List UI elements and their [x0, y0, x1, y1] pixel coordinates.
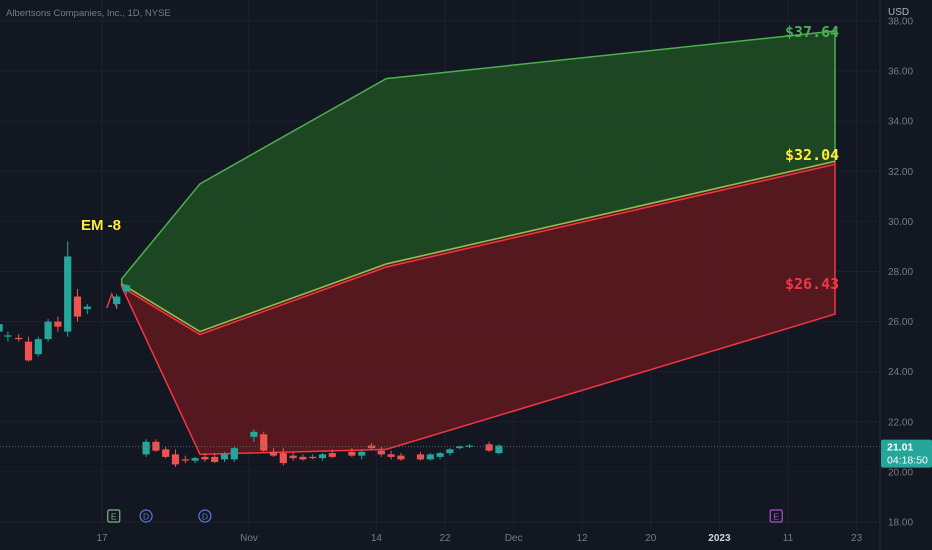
lower-label: $26.43	[785, 275, 839, 293]
price-tick-2: 22.00	[888, 417, 913, 428]
price-tick-3: 24.00	[888, 367, 913, 378]
candle-body-18	[201, 456, 209, 460]
candle-body-16	[181, 459, 189, 461]
candle-body-7	[64, 256, 72, 332]
candle-body-41	[456, 446, 464, 449]
candle-body-28	[309, 456, 317, 459]
price-tick-6: 30.00	[888, 217, 913, 228]
time-tick-2: 14	[371, 533, 383, 544]
dividend-marker-2[interactable]	[198, 509, 212, 523]
em-label: EM -8	[81, 217, 121, 234]
price-tick-5: 28.00	[888, 267, 913, 278]
candle-body-37	[416, 454, 425, 460]
candle-body-17	[191, 458, 199, 461]
candle-body-12	[142, 441, 150, 455]
candle-body-13	[152, 441, 160, 451]
candle-body-23	[260, 434, 268, 451]
time-tick-1: Nov	[240, 533, 258, 544]
candle-body-22	[250, 431, 258, 437]
candle-body-14	[162, 449, 170, 457]
middle-line-shadow	[121, 163, 836, 336]
candles	[0, 241, 503, 467]
middle-label: $32.04	[785, 146, 839, 164]
time-axis[interactable]: 17 Nov 14 22 Dec 12 20 2023 11 23	[96, 533, 862, 544]
price-tick-8: 34.00	[888, 117, 913, 128]
candle-body-43	[485, 444, 493, 451]
candle-body-32	[358, 451, 366, 456]
candle-body-11	[122, 285, 131, 292]
candle-body-8	[73, 296, 82, 317]
candle-body-6	[54, 321, 62, 327]
event-letter-3: E	[773, 512, 779, 522]
candle-body-44	[495, 445, 503, 454]
candle-body-19	[211, 456, 219, 462]
candle-body-34	[377, 450, 385, 455]
price-tick-10: 38.00	[888, 17, 913, 28]
price-tick-4: 26.00	[888, 317, 913, 328]
time-tick-3: 22	[439, 533, 451, 544]
price-tag-countdown: 04:18:50	[887, 455, 928, 467]
price-tag-background	[881, 439, 932, 468]
candle-body-25	[279, 453, 287, 464]
candle-body-5	[44, 321, 52, 340]
candle-body-31	[348, 451, 356, 456]
candle-body-2	[15, 337, 23, 340]
candle-body-15	[171, 454, 180, 465]
earnings-marker-3[interactable]	[769, 509, 783, 523]
candle-body-39	[436, 453, 444, 457]
earnings-marker-0[interactable]	[107, 509, 121, 523]
currency-label: USD	[888, 7, 909, 18]
candle-body-9	[83, 306, 91, 310]
time-tick-5: 12	[577, 533, 589, 544]
event-letter-2: D	[202, 512, 208, 522]
price-tick-7: 32.00	[888, 167, 913, 178]
candle-body-33	[367, 445, 376, 449]
dividend-marker-1[interactable]	[139, 509, 153, 523]
time-tick-8: 11	[783, 533, 794, 544]
time-tick-7: 2023	[708, 533, 731, 544]
candle-body-36	[397, 455, 405, 460]
candle-body-29	[318, 454, 327, 459]
candle-body-30	[328, 453, 336, 457]
candle-body-20	[220, 454, 229, 460]
candle-body-35	[387, 454, 395, 457]
price-tick-0: 18.00	[888, 518, 913, 529]
candle-body-40	[446, 449, 454, 454]
candle-body-27	[299, 456, 307, 460]
expected-move-zones	[106, 30, 836, 456]
time-tick-6: 20	[645, 533, 657, 544]
candle-body-3	[24, 341, 33, 361]
candle-body-0	[0, 324, 3, 332]
candle-body-38	[426, 454, 434, 460]
time-tick-0: 17	[96, 533, 108, 544]
price-axis[interactable]: 18.00 20.00 22.00 24.00 26.00 28.00 30.00 32.00…	[888, 17, 913, 529]
event-letter-0: E	[111, 512, 117, 522]
event-letter-1: D	[143, 512, 149, 522]
price-tag-value: 21.01	[887, 442, 913, 454]
time-tick-4: Dec	[505, 533, 523, 544]
candle-body-42	[465, 445, 474, 447]
candle-body-10	[113, 296, 121, 305]
price-tick-9: 36.00	[888, 67, 913, 78]
candle-body-24	[269, 451, 278, 456]
candle-body-4	[34, 339, 42, 355]
price-tick-1: 20.00	[888, 467, 913, 478]
middle-line	[121, 160, 836, 333]
candle-body-26	[289, 455, 297, 459]
time-tick-9: 23	[851, 533, 863, 544]
upper-label: $37.64	[785, 23, 839, 41]
candle-body-1	[4, 335, 12, 337]
symbol-title: Albertsons Companies, Inc., 1D, NYSE	[6, 8, 171, 19]
current-price-tag: 21.01 04:18:50	[881, 439, 932, 468]
candle-body-21	[230, 448, 238, 460]
